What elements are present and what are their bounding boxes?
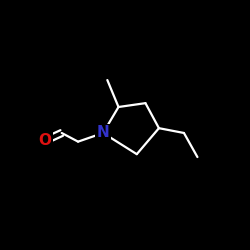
- Text: O: O: [38, 133, 52, 148]
- Text: N: N: [97, 126, 110, 140]
